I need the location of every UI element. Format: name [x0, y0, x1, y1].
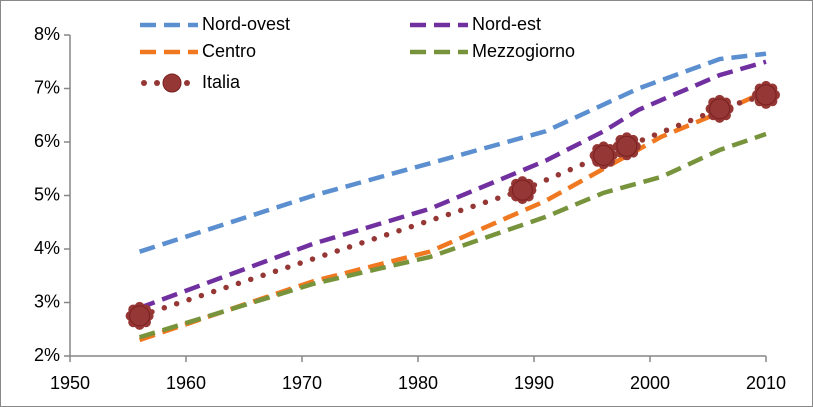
legend-label: Nord-est	[472, 14, 541, 34]
legend-label: Italia	[202, 72, 241, 92]
x-tick-label: 1990	[514, 373, 554, 393]
x-tick-label: 1950	[50, 373, 90, 393]
point-marker	[705, 94, 734, 123]
x-tick-label: 1960	[166, 373, 206, 393]
legend-marker	[162, 73, 182, 93]
dashed-line	[138, 51, 767, 254]
legend-label: Nord-ovest	[202, 14, 290, 34]
y-tick-label: 8%	[34, 24, 60, 44]
legend-dot	[141, 80, 147, 86]
point-marker	[125, 301, 154, 330]
point-marker	[508, 176, 537, 205]
legend-label: Mezzogiorno	[472, 41, 575, 61]
point-marker	[752, 80, 780, 109]
y-tick-label: 4%	[34, 238, 60, 258]
marker-core	[129, 305, 151, 327]
y-tick-label: 2%	[34, 345, 60, 365]
point-marker	[612, 132, 641, 161]
x-tick-label: 2000	[630, 373, 670, 393]
y-tick-label: 7%	[34, 77, 60, 97]
marker-core	[511, 179, 533, 201]
y-tick-label: 5%	[34, 184, 60, 204]
legend-dot	[184, 80, 190, 86]
dashed-line	[138, 59, 767, 310]
x-tick-label: 1970	[282, 373, 322, 393]
x-tick-label: 2010	[746, 373, 786, 393]
point-marker	[589, 141, 618, 170]
legend-label: Centro	[202, 41, 256, 61]
marker-core	[755, 84, 777, 106]
legend-dot	[154, 80, 160, 86]
marker-core	[616, 135, 638, 157]
x-tick-label: 1980	[398, 373, 438, 393]
dashed-line	[138, 131, 767, 340]
marker-core	[593, 144, 615, 166]
marker-core	[709, 98, 731, 120]
y-tick-label: 6%	[34, 131, 60, 151]
y-tick-label: 3%	[34, 291, 60, 311]
